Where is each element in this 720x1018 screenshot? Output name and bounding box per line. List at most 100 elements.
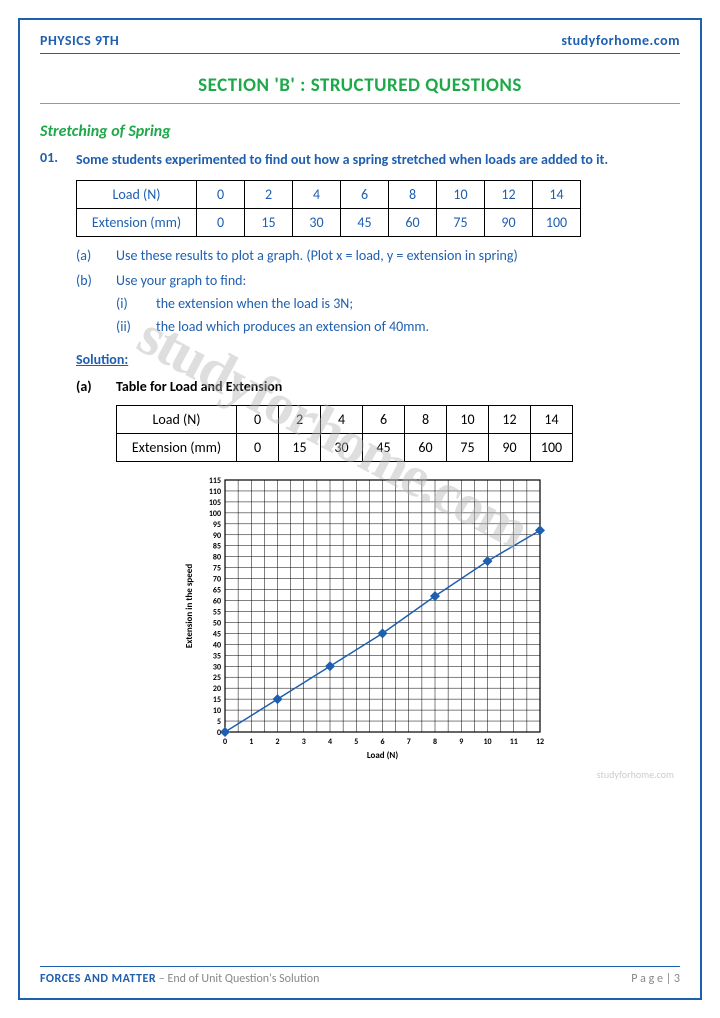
cell-label: Load (N) [77,181,197,209]
cell: 15 [279,434,321,462]
svg-text:0: 0 [217,728,221,738]
cell: 60 [389,209,437,237]
sub-text: Use your graph to find: [116,272,246,289]
cell: 6 [341,181,389,209]
svg-text:9: 9 [459,737,463,747]
svg-text:110: 110 [209,487,221,497]
cell: 14 [531,406,573,434]
svg-text:10: 10 [483,737,491,747]
page-header: PHYSICS 9TH studyforhome.com [40,32,680,54]
sub-roman: (ii) [116,318,156,335]
svg-text:30: 30 [213,662,221,672]
solution-label: Solution: [76,351,680,368]
svg-text:3: 3 [302,737,306,747]
svg-text:100: 100 [209,509,221,519]
cell: 8 [405,406,447,434]
svg-text:25: 25 [213,673,221,683]
watermark-small: studyforhome.com [597,768,674,781]
footer-chapter: FORCES AND MATTER [40,972,156,986]
cell: 0 [197,209,245,237]
svg-text:45: 45 [213,629,221,639]
svg-text:65: 65 [213,586,221,596]
cell: 45 [341,209,389,237]
part-text: Table for Load and Extension [116,378,282,395]
sub-b: (b) Use your graph to find: [76,272,680,289]
svg-text:105: 105 [209,498,221,508]
cell: 30 [293,209,341,237]
cell: 12 [489,406,531,434]
table-row: Extension (mm) 0 15 30 45 60 75 90 100 [117,434,573,462]
cell: 100 [533,209,581,237]
question-block: 01. Some students experimented to find o… [40,149,680,170]
extension-chart: 0510152025303540455055606570758085909510… [180,472,550,762]
svg-text:115: 115 [209,476,221,486]
sub-a: (a) Use these results to plot a graph. (… [76,247,680,264]
cell: 2 [279,406,321,434]
cell: 45 [363,434,405,462]
sub-text: Use these results to plot a graph. (Plot… [116,247,518,264]
sub-bii: (ii) the load which produces an extensio… [116,318,680,335]
question-number: 01. [40,149,76,170]
svg-text:40: 40 [213,640,221,650]
cell: 4 [321,406,363,434]
sub-roman: (i) [116,295,156,312]
svg-text:60: 60 [213,597,221,607]
svg-text:1: 1 [249,737,253,747]
data-table-2: Load (N) 0 2 4 6 8 10 12 14 Extension (m… [116,405,573,462]
cell: 0 [237,406,279,434]
data-table-1: Load (N) 0 2 4 6 8 10 12 14 Extension (m… [76,180,581,237]
svg-text:75: 75 [213,564,221,574]
cell: 10 [437,181,485,209]
cell-label: Load (N) [117,406,237,434]
cell: 60 [405,434,447,462]
page-content: PHYSICS 9TH studyforhome.com SECTION 'B'… [18,18,702,1000]
table-row: Load (N) 0 2 4 6 8 10 12 14 [117,406,573,434]
svg-text:50: 50 [213,618,221,628]
cell: 2 [245,181,293,209]
cell: 10 [447,406,489,434]
svg-text:85: 85 [213,542,221,552]
cell: 90 [489,434,531,462]
svg-text:95: 95 [213,520,221,530]
sub-letter: (b) [76,272,116,289]
svg-text:5: 5 [354,737,358,747]
sub-letter: (a) [76,247,116,264]
svg-text:90: 90 [213,531,221,541]
cell: 4 [293,181,341,209]
footer-desc: – End of Unit Question's Solution [156,972,319,986]
subtitle: Stretching of Spring [40,122,680,141]
svg-text:7: 7 [407,737,411,747]
table-row: Load (N) 0 2 4 6 8 10 12 14 [77,181,581,209]
svg-text:6: 6 [380,737,384,747]
svg-text:2: 2 [275,737,279,747]
cell: 75 [437,209,485,237]
sub-bi: (i) the extension when the load is 3N; [116,295,680,312]
svg-text:Extension in the speed: Extension in the speed [184,564,195,648]
svg-text:15: 15 [213,695,221,705]
cell: 14 [533,181,581,209]
question-text: Some students experimented to find out h… [76,149,608,170]
svg-text:Load (N): Load (N) [367,750,399,761]
svg-text:10: 10 [213,706,221,716]
header-right: studyforhome.com [561,32,680,49]
svg-text:4: 4 [328,737,332,747]
svg-text:5: 5 [217,717,221,727]
header-left: PHYSICS 9TH [40,32,119,49]
table-row: Extension (mm) 0 15 30 45 60 75 90 100 [77,209,581,237]
cell: 100 [531,434,573,462]
part-a: (a) Table for Load and Extension [76,378,680,395]
cell: 0 [197,181,245,209]
cell: 75 [447,434,489,462]
cell: 30 [321,434,363,462]
cell-label: Extension (mm) [77,209,197,237]
cell: 12 [485,181,533,209]
svg-text:20: 20 [213,684,221,694]
svg-text:80: 80 [213,553,221,563]
cell: 8 [389,181,437,209]
svg-text:11: 11 [510,737,518,747]
section-title: SECTION 'B' : STRUCTURED QUESTIONS [40,74,680,104]
page-footer: FORCES AND MATTER – End of Unit Question… [40,966,680,986]
part-letter: (a) [76,378,116,395]
sub-text: the load which produces an extension of … [156,318,429,335]
chart-container: 0510152025303540455055606570758085909510… [180,472,680,767]
